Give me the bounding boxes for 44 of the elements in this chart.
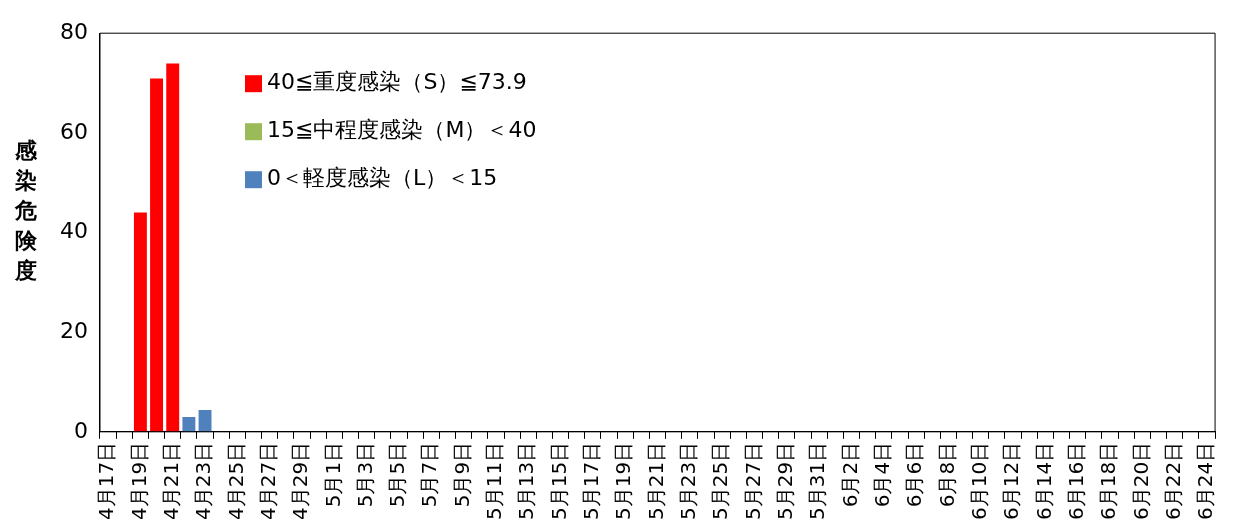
y-tick-label: 80 bbox=[59, 18, 88, 44]
x-tick-label: 4月17日 bbox=[94, 441, 119, 521]
x-tick-label: 6月12日 bbox=[999, 441, 1024, 521]
x-tick-label: 6月10日 bbox=[966, 441, 991, 521]
x-tick-label: 6月22日 bbox=[1160, 441, 1185, 521]
x-tick-label: 5月9日 bbox=[449, 441, 474, 508]
x-tick-label: 5月21日 bbox=[643, 441, 668, 521]
x-tick-label: 6月6日 bbox=[902, 441, 927, 508]
x-tick-label: 6月14日 bbox=[1031, 441, 1056, 521]
y-tick-label: 20 bbox=[59, 317, 88, 343]
x-tick-label: 6月4日 bbox=[869, 441, 894, 508]
x-tick-label: 4月25日 bbox=[223, 441, 248, 521]
x-tick-label: 6月8日 bbox=[934, 441, 959, 508]
x-tick-label: 4月27日 bbox=[255, 441, 280, 521]
y-tick-label: 0 bbox=[73, 417, 88, 443]
x-tick-label: 5月5日 bbox=[385, 441, 410, 508]
y-tick-label: 40 bbox=[59, 218, 88, 244]
x-tick-label: 6月18日 bbox=[1096, 441, 1121, 521]
x-tick-label: 5月3日 bbox=[352, 441, 377, 508]
legend-label: 15≦中程度感染（M）＜40 bbox=[266, 116, 537, 142]
x-tick-label: 5月13日 bbox=[514, 441, 539, 521]
x-tick-label: 5月15日 bbox=[546, 441, 571, 521]
x-tick-label: 5月31日 bbox=[805, 441, 830, 521]
x-tick-label: 6月20日 bbox=[1128, 441, 1153, 521]
x-tick-label: 4月21日 bbox=[158, 441, 183, 521]
x-tick-label: 5月23日 bbox=[676, 441, 701, 521]
legend-label: 40≦重度感染（S）≦73.9 bbox=[266, 68, 527, 94]
x-tick-label: 5月29日 bbox=[773, 441, 798, 521]
y-axis-title: 感染危険度 bbox=[14, 138, 38, 284]
x-tick-label: 6月24日 bbox=[1193, 441, 1218, 521]
x-tick-label: 4月23日 bbox=[191, 441, 216, 521]
y-tick-label: 60 bbox=[59, 118, 88, 144]
x-tick-label: 6月2日 bbox=[837, 441, 862, 508]
x-tick-label: 5月25日 bbox=[708, 441, 733, 521]
x-tick-label: 5月17日 bbox=[579, 441, 604, 521]
x-tick-label: 5月27日 bbox=[740, 441, 765, 521]
x-tick-label: 5月11日 bbox=[482, 441, 507, 521]
x-tick-label: 5月19日 bbox=[611, 441, 636, 521]
legend-label: 0＜軽度感染（L）＜15 bbox=[266, 164, 498, 190]
x-tick-label: 4月29日 bbox=[288, 441, 313, 521]
x-tick-label: 6月16日 bbox=[1063, 441, 1088, 521]
x-tick-label: 5月7日 bbox=[417, 441, 442, 508]
x-tick-label: 4月19日 bbox=[126, 441, 151, 521]
x-tick-label: 5月1日 bbox=[320, 441, 345, 508]
